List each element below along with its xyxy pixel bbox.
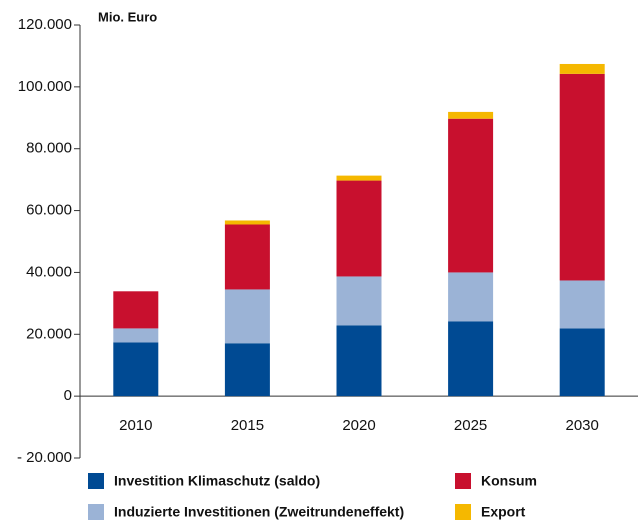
y-tick-label: 40.000 — [26, 263, 72, 280]
bar-segment — [448, 321, 494, 397]
bar-segment — [224, 289, 270, 344]
x-tick-label: 2015 — [231, 417, 264, 434]
bar-segment — [448, 118, 494, 273]
y-tick-label: 60.000 — [26, 202, 72, 219]
x-tick-label: 2030 — [566, 417, 599, 434]
bar-segment — [336, 180, 382, 277]
bar-segment — [113, 328, 159, 343]
bar-segment — [559, 280, 605, 329]
bar-segment — [559, 63, 605, 74]
legend-label: Induzierte Investitionen (Zweitrundeneff… — [114, 504, 404, 520]
bar-segment — [336, 325, 382, 397]
y-tick-label: 20.000 — [26, 325, 72, 342]
bar-segment — [224, 224, 270, 290]
bar-segment — [559, 73, 605, 281]
y-tick-label: - 20.000 — [17, 449, 72, 466]
unit-label: Mio. Euro — [98, 9, 157, 24]
legend-label: Konsum — [481, 473, 537, 489]
bar-segment — [448, 111, 494, 119]
legend-swatch — [88, 473, 104, 489]
x-tick-label: 2020 — [342, 417, 375, 434]
bar-segment — [224, 220, 270, 225]
bar-segment — [113, 342, 159, 397]
y-tick-label: 120.000 — [18, 16, 72, 33]
legend-label: Investition Klimaschutz (saldo) — [114, 473, 320, 489]
legend-swatch — [455, 504, 471, 520]
legend-label: Export — [481, 504, 526, 520]
y-tick-label: 100.000 — [18, 78, 72, 95]
y-tick-label: 80.000 — [26, 140, 72, 157]
x-tick-label: 2025 — [454, 417, 487, 434]
bar-segment — [559, 328, 605, 397]
bar-segment — [336, 276, 382, 326]
y-tick-label: 0 — [64, 387, 72, 404]
legend-swatch — [88, 504, 104, 520]
legend-swatch — [455, 473, 471, 489]
bar-segment — [113, 291, 159, 329]
bar-segment — [224, 343, 270, 397]
x-tick-label: 2010 — [119, 417, 152, 434]
bar-segment — [336, 175, 382, 181]
bar-segment — [448, 272, 494, 322]
